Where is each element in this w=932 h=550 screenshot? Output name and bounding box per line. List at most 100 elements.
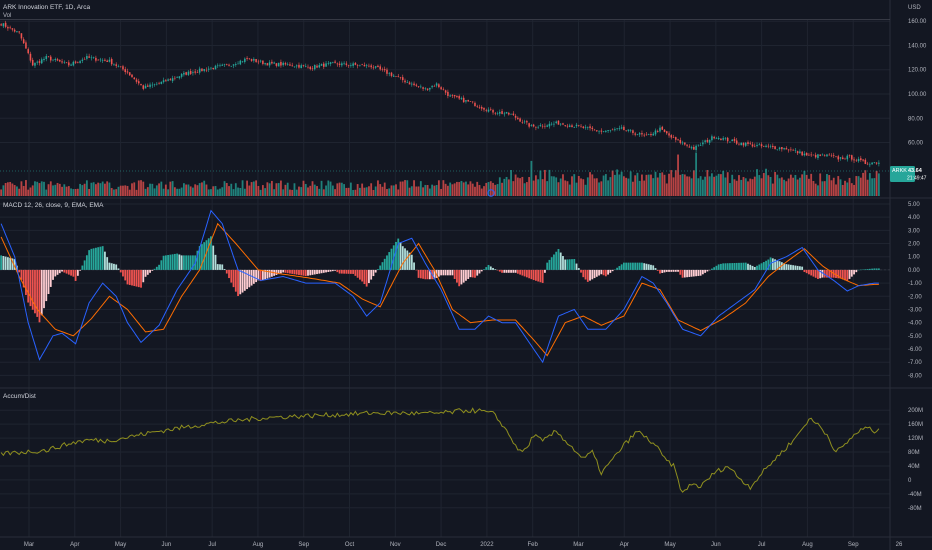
macd-histogram-bar (458, 269, 461, 287)
candle-body (185, 72, 187, 75)
macd-histogram-bar (408, 252, 411, 270)
time-tick-label: May (115, 542, 126, 548)
macd-histogram-bar (221, 264, 224, 270)
candle-body (623, 126, 625, 131)
time-axis[interactable]: Mar Apr May Jun Jul Aug Sep Oct Nov Dec 2022 Feb Mar… (24, 542, 903, 548)
time-tick-label: Jul (208, 542, 216, 548)
accum-tick-label: 80M (908, 450, 920, 456)
macd-title[interactable]: MACD 12, 26, close, 9, EMA, EMA (3, 202, 104, 209)
candle-body (690, 147, 693, 149)
macd-histogram-bar (286, 269, 289, 274)
macd-axis[interactable]: 5.00 4.00 3.00 2.00 1.00 0.00 -1.00 -2.00 -3.00 -… (908, 202, 922, 379)
volume-bar (264, 188, 267, 196)
macd-pane[interactable]: MACD 12, 26, close, 9, EMA, EMA 5.00 4.00… (0, 202, 922, 379)
event-marker-icon[interactable] (487, 189, 495, 197)
volume-bar (356, 184, 359, 196)
price-tick-label: 160.00 (908, 19, 927, 25)
macd-histogram-bar (374, 269, 377, 273)
volume-bar (837, 176, 840, 196)
macd-histogram-bar (456, 269, 458, 283)
candle-body (805, 152, 808, 156)
candle-body (596, 130, 598, 132)
volume-bar (205, 184, 208, 196)
price-tick-label: 80.00 (908, 116, 924, 122)
volume-bar (611, 170, 614, 196)
candle-body (787, 149, 790, 151)
price-badge: ARKK 43.64 21:49:47 (890, 166, 927, 182)
volume-bar (690, 178, 693, 196)
candle-body (361, 64, 363, 65)
candle-body (571, 125, 573, 128)
macd-histogram-bar (798, 266, 801, 270)
macd-histogram-bar (848, 269, 851, 279)
volume-bar (622, 176, 625, 196)
macd-histogram-bar (61, 269, 63, 272)
volume-label[interactable]: Vol (3, 13, 11, 19)
macd-histogram-bar (117, 268, 120, 270)
macd-histogram-bar (841, 269, 844, 280)
volume-bar (85, 180, 88, 196)
macd-histogram-bar (386, 255, 388, 270)
macd-histogram-bar (774, 259, 776, 270)
candle-body (505, 112, 508, 114)
candle-body (415, 84, 418, 86)
candle-body (665, 131, 668, 134)
macd-histogram-bar (144, 269, 147, 277)
macd-tick-label: -4.00 (908, 321, 922, 327)
candle-body (95, 57, 97, 61)
volume-bar (451, 184, 454, 196)
volume-bar (796, 179, 799, 196)
candle-body (668, 133, 670, 136)
price-axis[interactable]: 160.00 140.00 120.00 100.00 80.00 60.00 (908, 19, 927, 146)
candle-body (359, 64, 361, 66)
volume-bar (34, 181, 36, 196)
macd-histogram-bar (604, 269, 607, 277)
macd-histogram-bar (760, 263, 763, 270)
volume-bar (476, 181, 479, 196)
candle-body (167, 79, 169, 81)
volume-bar (789, 174, 792, 196)
volume-bar (762, 173, 765, 196)
macd-histogram-bar (216, 264, 219, 270)
macd-histogram-bar (67, 269, 70, 275)
volume-bar (228, 186, 230, 196)
symbol-title[interactable]: ARK Innovation ETF, 1D, Arca (3, 4, 90, 11)
volume-bar (347, 187, 350, 196)
candle-body (695, 145, 697, 151)
macd-histogram-bar (695, 269, 698, 277)
accum-dist-pane[interactable]: Accum/Dist 200M 160M 120M 80M 40M 0 -40M -80M (0, 393, 923, 512)
volume-bar (571, 176, 573, 196)
accum-dist-title[interactable]: Accum/Dist (3, 393, 36, 400)
volume-bar (99, 183, 102, 196)
candle-body (814, 154, 817, 158)
candle-body (519, 118, 521, 122)
candle-body (641, 133, 643, 135)
volume-bar (573, 174, 576, 196)
macd-histogram-bar (214, 254, 217, 270)
price-pane[interactable]: 160.00 140.00 120.00 100.00 80.00 60.00 ARKK … (0, 19, 927, 197)
macd-histogram-bar (523, 269, 526, 277)
volume-bar (783, 179, 786, 196)
candle-body (846, 155, 849, 160)
candle-body (232, 64, 235, 66)
volume-bar (65, 186, 68, 196)
macd-histogram-bar (187, 255, 190, 270)
macd-histogram-bar (338, 269, 341, 274)
candle-body (36, 61, 39, 63)
candle-body (688, 146, 691, 148)
candle-body (399, 77, 402, 78)
candle-body (417, 86, 420, 87)
macd-histogram-bar (738, 262, 740, 270)
accum-dist-axis[interactable]: 200M 160M 120M 80M 40M 0 -40M -80M (908, 408, 923, 512)
macd-histogram-bar (753, 266, 756, 270)
candle-body (34, 62, 36, 66)
candle-body (492, 110, 494, 113)
candle-body (379, 66, 381, 70)
macd-histogram-bar (681, 269, 684, 278)
candle-body (397, 76, 400, 77)
candle-body (600, 130, 603, 132)
macd-histogram-bar (104, 251, 106, 270)
macd-histogram-bar (246, 269, 248, 290)
macd-tick-label: -6.00 (908, 347, 922, 353)
candle-body (52, 59, 54, 61)
